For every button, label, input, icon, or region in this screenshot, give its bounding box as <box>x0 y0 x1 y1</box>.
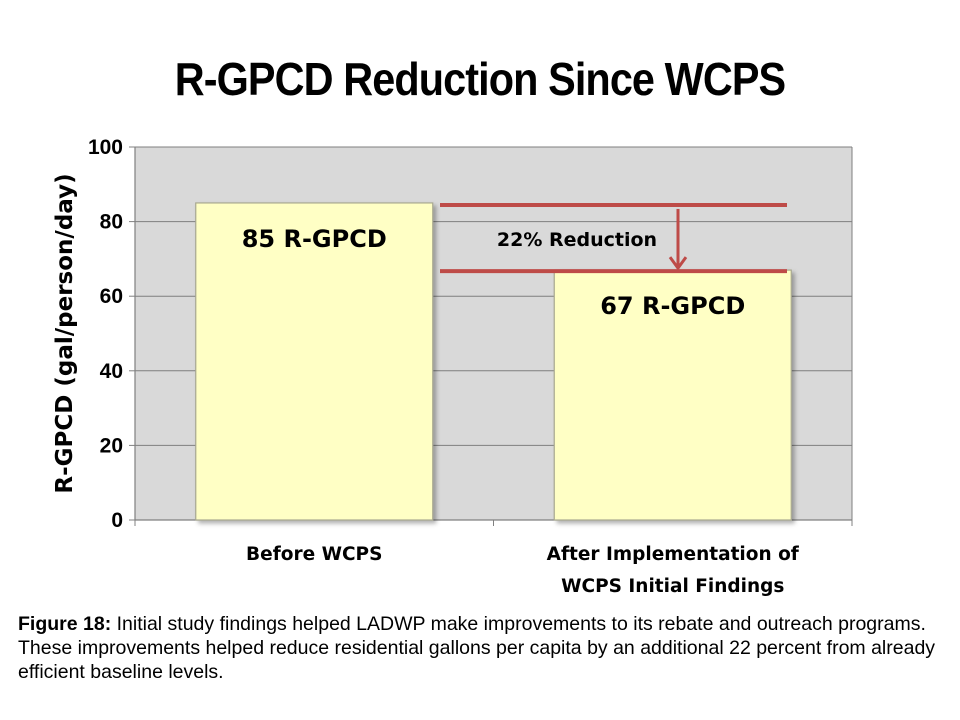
y-tick-label: 100 <box>88 136 123 159</box>
bar-chart: 0 20 40 60 80 100 85 R-GPCD Before WCPS 67 R-GPC… <box>52 136 853 597</box>
y-tick-label: 20 <box>100 434 123 457</box>
x-category-label: Before WCPS <box>246 544 382 565</box>
bar <box>195 202 434 521</box>
bar <box>553 269 792 521</box>
bar-data-label: 67 R-GPCD <box>600 292 745 320</box>
y-tick-label: 40 <box>100 360 123 383</box>
chart-title: R-GPCD Reduction Since WCPS <box>174 53 786 105</box>
y-tick-label: 0 <box>111 509 123 532</box>
caption-text: Initial study findings helped LADWP make… <box>18 613 936 683</box>
y-tick-label: 80 <box>100 211 123 234</box>
x-category-label: After Implementation of <box>547 544 800 565</box>
reduction-arrow-head <box>668 256 688 270</box>
y-axis-title: R-GPCD (gal/person/day) <box>52 173 78 493</box>
x-category-label: WCPS Initial Findings <box>561 576 784 597</box>
reduction-annotation-label: 22% Reduction <box>497 229 657 251</box>
figure-caption: Figure 18: Initial study findings helped… <box>18 612 943 684</box>
bar-data-label: 85 R-GPCD <box>242 225 387 253</box>
caption-lead: Figure 18: <box>18 613 112 635</box>
y-tick-label: 60 <box>100 285 123 308</box>
